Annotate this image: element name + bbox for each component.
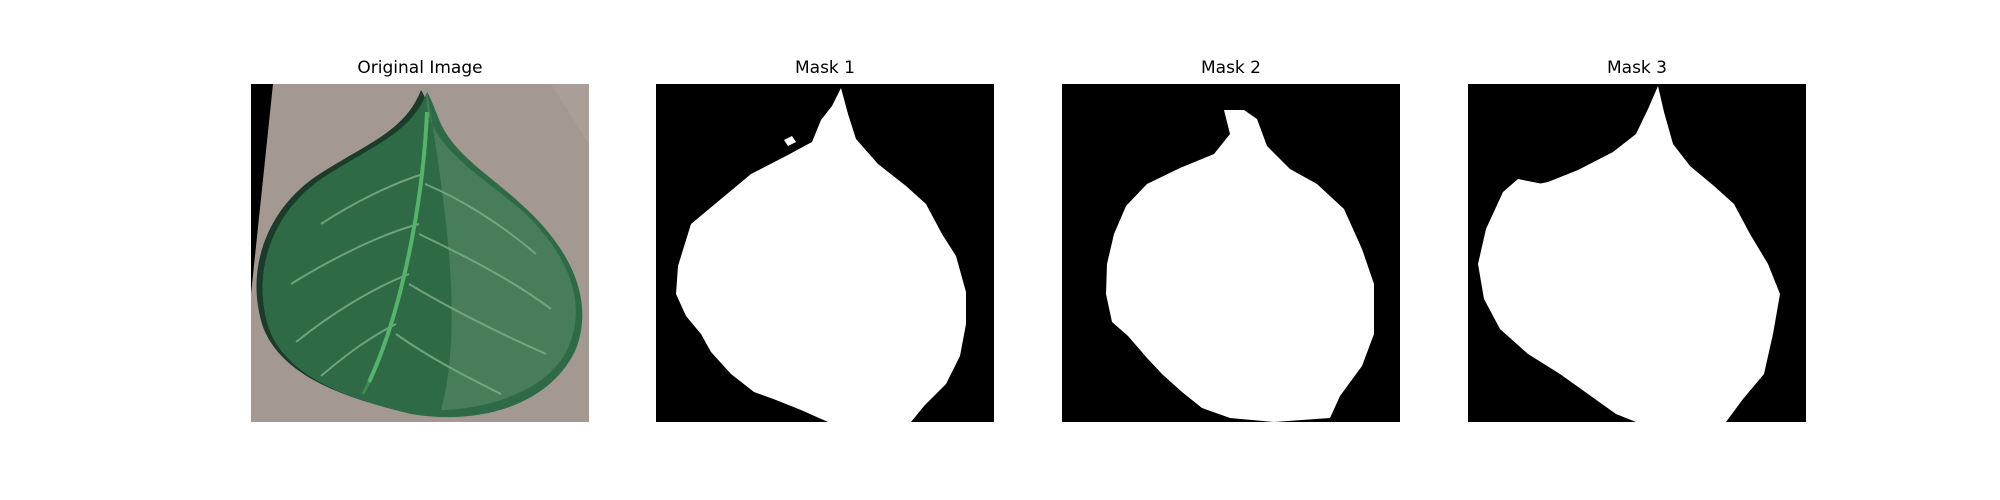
panel-original-image: Original Image (251, 0, 589, 500)
mask-1-image (656, 84, 994, 422)
original-leaf-image (251, 84, 589, 422)
panel-mask-1: Mask 1 (656, 0, 994, 500)
panel-mask-2: Mask 2 (1062, 0, 1400, 500)
panel-title: Mask 2 (1200, 58, 1261, 78)
panel-title: Original Image (357, 58, 483, 78)
panel-title: Mask 3 (1606, 58, 1667, 78)
mask-2-image (1062, 84, 1400, 422)
mask-3-image (1468, 84, 1806, 422)
panel-mask-3: Mask 3 (1468, 0, 1806, 500)
panel-title: Mask 1 (794, 58, 855, 78)
